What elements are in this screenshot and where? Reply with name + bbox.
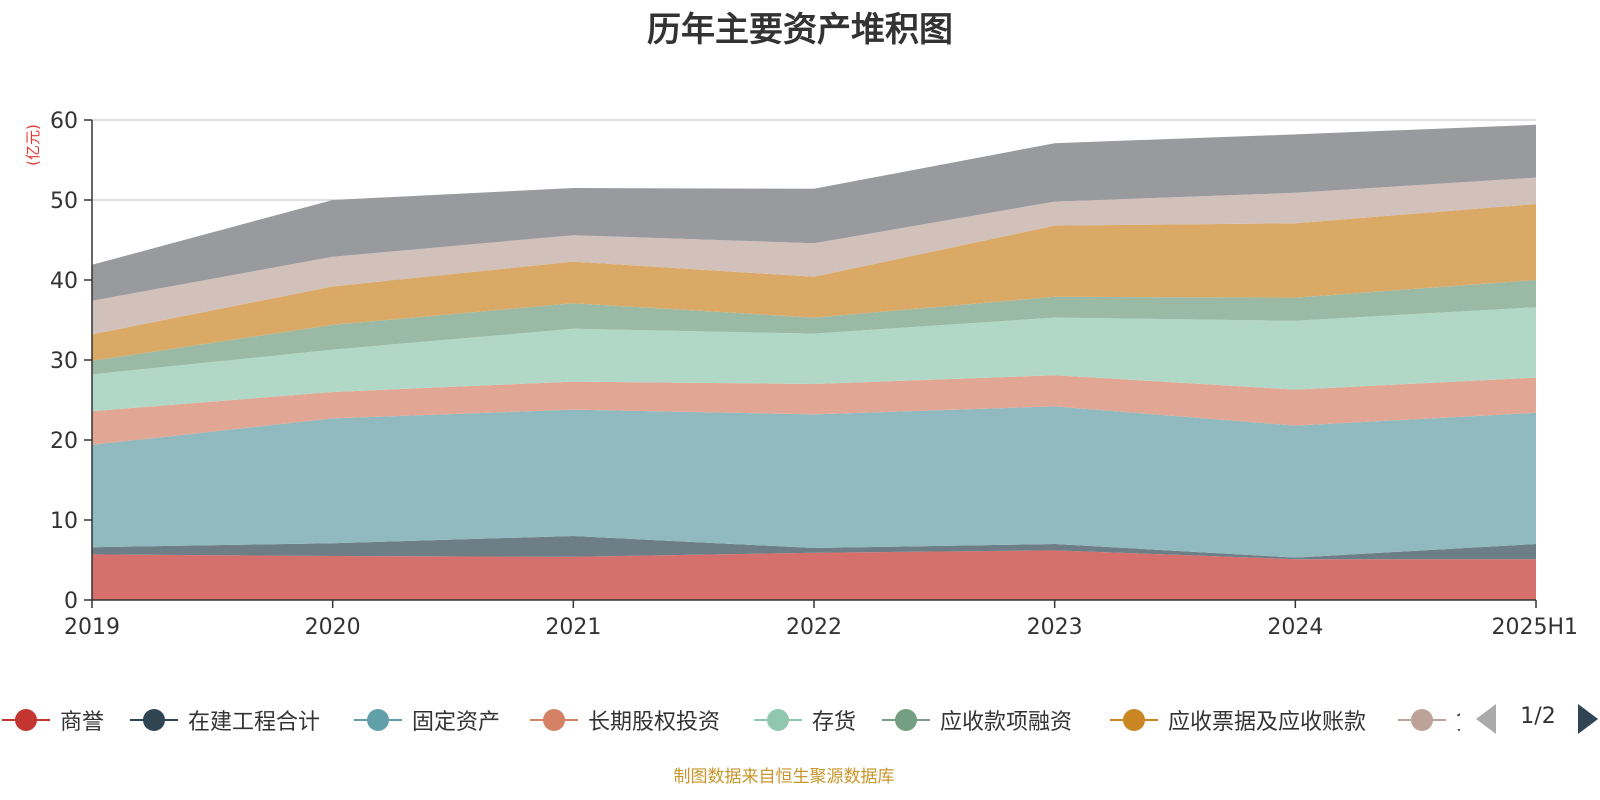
legend-label: 应收款项融资 <box>940 710 1073 735</box>
area-series-5[interactable] <box>92 280 1536 375</box>
x-tick-label: 2021 <box>545 615 601 640</box>
area-series-4[interactable] <box>92 307 1536 412</box>
legend-label: 商誉 <box>60 710 105 735</box>
chart-title: 历年主要资产堆积图 <box>647 10 953 50</box>
x-tick-label: 2019 <box>64 615 120 640</box>
legend-label: 长期股权投资 <box>588 710 721 735</box>
legend-marker-icon <box>354 709 402 731</box>
legend-label: 应收票据及应收账款 <box>1168 710 1367 735</box>
area-series-6[interactable] <box>92 204 1536 361</box>
legend-label: 在建工程合计 <box>188 710 321 735</box>
x-tick-label: 2025H1 <box>1491 615 1578 640</box>
legend-prev-page-icon[interactable] <box>1476 704 1496 734</box>
legend-item[interactable]: 长期股权投资 <box>528 700 720 740</box>
legend-page-indicator: 1/2 <box>1520 704 1556 729</box>
y-tick-label: 30 <box>50 349 78 374</box>
stacked-area-chart: 0 10 20 30 40 50 60 2019 2020 2021 2022 2023 2024 202… <box>24 109 1578 640</box>
y-tick-label: 60 <box>50 109 78 134</box>
legend-item[interactable]: 商誉 <box>0 700 104 740</box>
y-tick-label: 0 <box>64 589 78 614</box>
area-series-0[interactable] <box>92 550 1536 600</box>
legend-item[interactable]: 存货 <box>752 700 856 740</box>
legend-marker-icon <box>530 709 578 731</box>
legend-item[interactable]: 在建工程合计 <box>128 700 320 740</box>
area-series-1[interactable] <box>92 536 1536 560</box>
area-series-7[interactable] <box>92 177 1536 335</box>
y-tick-label: 10 <box>50 509 78 534</box>
legend-marker-icon <box>1110 709 1158 731</box>
legend-marker-icon <box>130 709 178 731</box>
legend-item[interactable]: 应收票据及应收账款 <box>1108 700 1366 740</box>
area-series-8[interactable] <box>92 124 1536 301</box>
x-tick-label: 2020 <box>305 615 361 640</box>
y-tick-label: 50 <box>50 189 78 214</box>
legend-label: 存货 <box>812 710 857 735</box>
x-tick-label: 2024 <box>1267 615 1323 640</box>
area-series-2[interactable] <box>92 406 1536 558</box>
area-series-3[interactable] <box>92 375 1536 445</box>
y-tick-label: 20 <box>50 429 78 454</box>
axes: 0 10 20 30 40 50 60 2019 2020 2021 2022 2023 2024 202… <box>50 109 1578 640</box>
legend-next-page-icon[interactable] <box>1578 704 1598 734</box>
legend-marker-icon <box>2 709 50 731</box>
area-series-layer <box>92 124 1536 600</box>
legend-item[interactable]: 应收款项融资 <box>880 700 1072 740</box>
legend-marker-icon <box>1398 709 1446 731</box>
legend: 商誉 在建工程合计 固定资产 长期股权投资 存货 应收款项融资 应收票据及应收账款 货 <box>0 700 1460 740</box>
y-tick-label: 40 <box>50 269 78 294</box>
legend-marker-icon <box>754 709 802 731</box>
legend-item[interactable]: 货 <box>1396 700 1460 740</box>
legend-label: 固定资产 <box>412 710 501 735</box>
source-note: 制图数据来自恒生聚源数据库 <box>673 767 895 787</box>
legend-label: 货 <box>1456 704 1460 736</box>
x-tick-label: 2023 <box>1027 615 1083 640</box>
legend-item[interactable]: 固定资产 <box>352 700 500 740</box>
x-tick-label: 2022 <box>786 615 842 640</box>
legend-pager: 1/2 <box>1468 700 1600 740</box>
legend-marker-icon <box>882 709 930 731</box>
y-axis-unit-label: (亿元) <box>24 124 42 166</box>
